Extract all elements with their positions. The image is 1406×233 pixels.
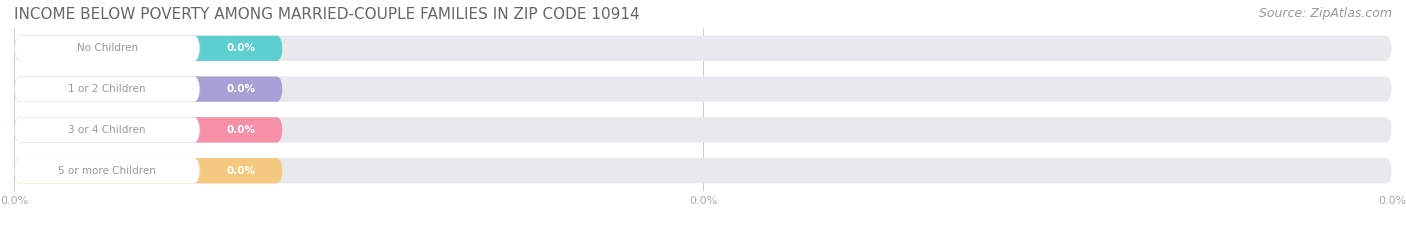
Text: No Children: No Children [76, 43, 138, 53]
Text: 0.0%: 0.0% [226, 84, 256, 94]
FancyBboxPatch shape [14, 36, 1392, 61]
FancyBboxPatch shape [14, 76, 283, 102]
FancyBboxPatch shape [14, 117, 200, 143]
FancyBboxPatch shape [14, 36, 283, 61]
FancyBboxPatch shape [14, 158, 1392, 183]
Text: Source: ZipAtlas.com: Source: ZipAtlas.com [1258, 7, 1392, 20]
FancyBboxPatch shape [14, 117, 283, 143]
FancyBboxPatch shape [14, 158, 283, 183]
Text: 0.0%: 0.0% [226, 166, 256, 176]
Text: 5 or more Children: 5 or more Children [58, 166, 156, 176]
Text: 0.0%: 0.0% [226, 125, 256, 135]
Text: 0.0%: 0.0% [226, 43, 256, 53]
FancyBboxPatch shape [14, 76, 1392, 102]
Text: 1 or 2 Children: 1 or 2 Children [69, 84, 146, 94]
FancyBboxPatch shape [14, 76, 200, 102]
Text: 3 or 4 Children: 3 or 4 Children [69, 125, 146, 135]
FancyBboxPatch shape [14, 158, 200, 183]
Text: INCOME BELOW POVERTY AMONG MARRIED-COUPLE FAMILIES IN ZIP CODE 10914: INCOME BELOW POVERTY AMONG MARRIED-COUPL… [14, 7, 640, 22]
FancyBboxPatch shape [14, 36, 200, 61]
FancyBboxPatch shape [14, 117, 1392, 143]
